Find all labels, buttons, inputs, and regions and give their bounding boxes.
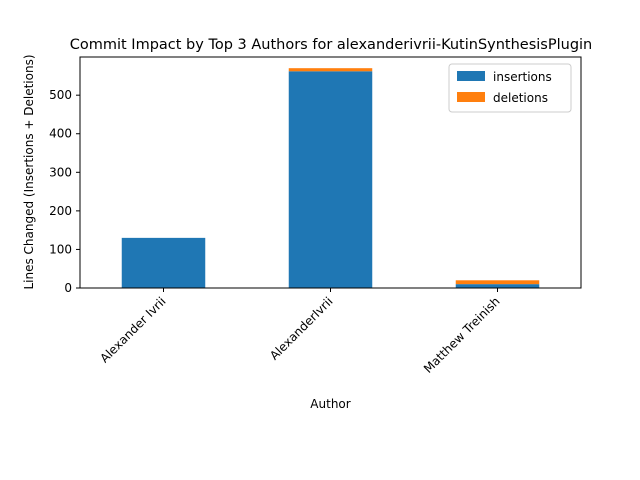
bar-deletions-3 xyxy=(455,280,540,285)
legend: insertions deletions xyxy=(448,63,572,113)
x-tick-label-3: Matthew Treinish xyxy=(421,294,503,376)
x-axis: Alexander Ivrii AlexanderIvrii Matthew Tre… xyxy=(97,288,503,376)
plot-area xyxy=(79,56,582,289)
legend-swatch-deletions xyxy=(457,92,485,102)
legend-label-deletions: deletions xyxy=(493,91,548,105)
bar-deletions-2 xyxy=(288,68,373,72)
y-axis-label: Lines Changed (Insertions + Deletions) xyxy=(22,54,36,289)
y-tick-label-3: 300 xyxy=(49,165,72,179)
y-tick-label-4: 400 xyxy=(49,127,72,141)
chart-title: Commit Impact by Top 3 Authors for alexa… xyxy=(70,37,593,53)
x-tick-label-2: AlexanderIvrii xyxy=(267,294,336,363)
bar-insertions-3 xyxy=(455,284,540,288)
bar-insertions-2 xyxy=(288,71,373,288)
legend-swatch-insertions xyxy=(457,71,485,81)
y-tick-label-2: 200 xyxy=(49,204,72,218)
x-tick-label-1: Alexander Ivrii xyxy=(97,294,168,365)
y-tick-label-5: 500 xyxy=(49,88,72,102)
y-tick-label-1: 100 xyxy=(49,242,72,256)
legend-label-insertions: insertions xyxy=(493,70,552,84)
y-axis: 0 100 200 300 400 500 xyxy=(49,88,80,295)
bar-insertions-1 xyxy=(121,237,206,288)
y-tick-label-0: 0 xyxy=(64,281,72,295)
x-axis-label: Author xyxy=(310,397,350,411)
